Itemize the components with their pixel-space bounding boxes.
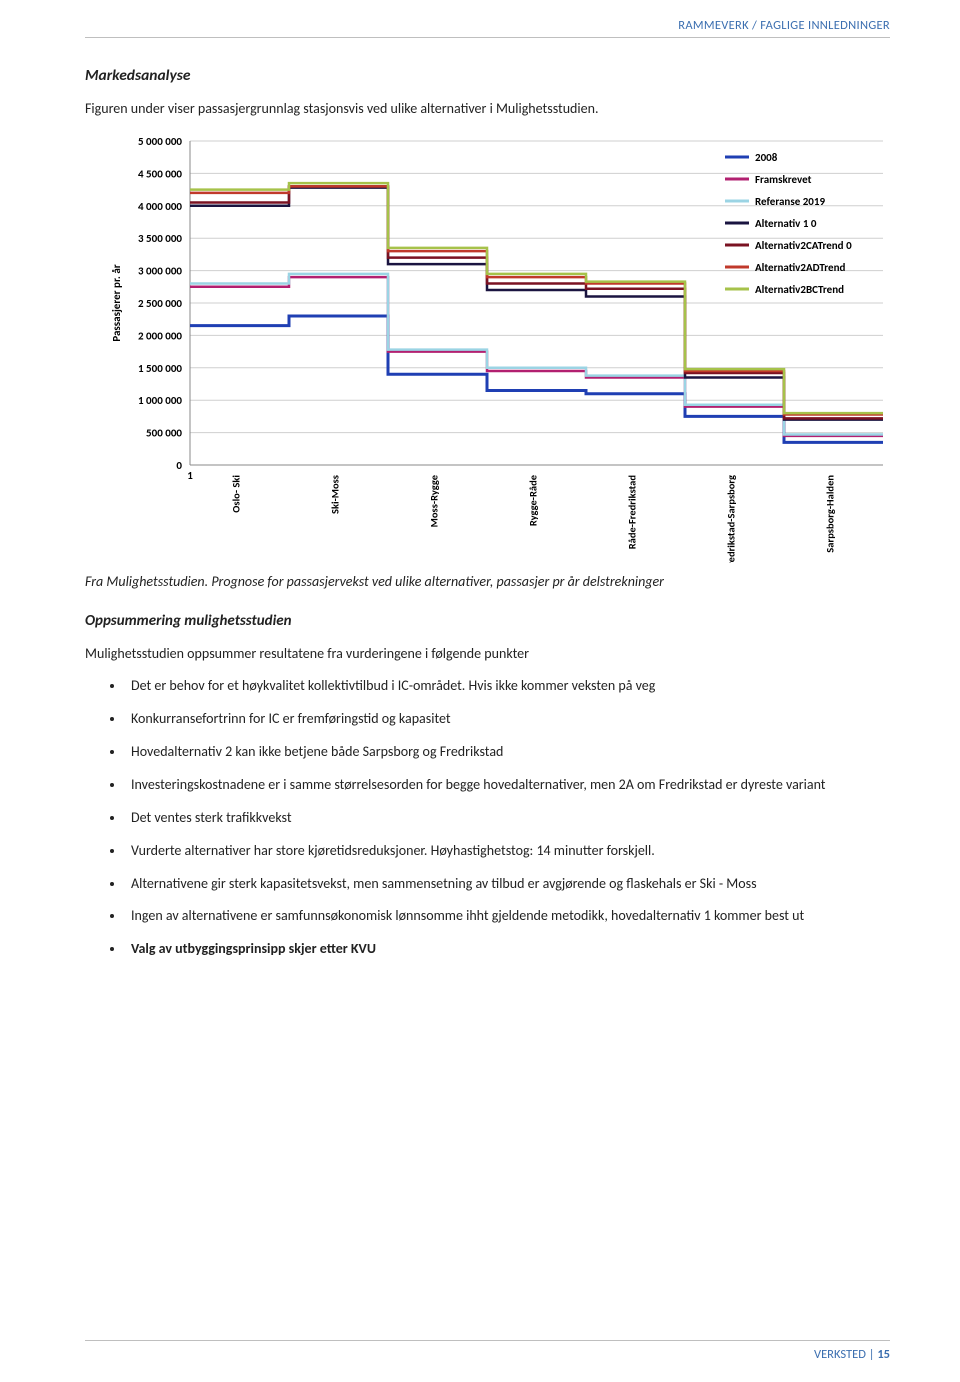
svg-text:1 000 000: 1 000 000 — [138, 394, 182, 407]
svg-text:Referanse 2019: Referanse 2019 — [755, 195, 825, 208]
list-item: Valg av utbyggingsprinsipp skjer etter K… — [125, 940, 890, 959]
passenger-chart-svg: 0 500 000 1 000 000 1 500 000 2 000 000 2 500… — [85, 133, 890, 563]
svg-text:Rygge-Råde: Rygge-Råde — [527, 475, 540, 526]
page-footer: VERKSTED | 15 — [85, 1340, 890, 1362]
svg-text:Ski-Moss: Ski-Moss — [329, 475, 342, 514]
intro-paragraph: Figuren under viser passasjergrunnlag st… — [85, 99, 890, 119]
running-header: RAMMEVERK / FAGLIGE INNLEDNINGER — [85, 18, 890, 38]
list-item: Hovedalternativ 2 kan ikke betjene både … — [125, 743, 890, 762]
svg-text:Framskrevet: Framskrevet — [755, 173, 812, 186]
svg-text:4 000 000: 4 000 000 — [138, 199, 182, 212]
list-item: Alternativene gir sterk kapasitetsvekst,… — [125, 875, 890, 894]
footer-sep: | — [866, 1347, 877, 1362]
svg-text:0: 0 — [176, 459, 182, 472]
svg-text:5 000 000: 5 000 000 — [138, 135, 182, 148]
footer-label: VERKSTED — [814, 1347, 866, 1362]
svg-text:1: 1 — [187, 469, 193, 482]
svg-text:Moss-Rygge: Moss-Rygge — [428, 475, 441, 527]
chart-caption: Fra Mulighetsstudien. Prognose for passa… — [85, 573, 890, 590]
svg-text:Oslo- Ski: Oslo- Ski — [230, 474, 243, 512]
svg-text:Råde-Fredrikstad: Råde-Fredrikstad — [626, 475, 639, 549]
svg-text:Alternativ2BCTrend: Alternativ2BCTrend — [755, 283, 844, 296]
svg-text:500 000: 500 000 — [146, 426, 182, 439]
list-item: Ingen av alternativene er samfunnsøkonom… — [125, 907, 890, 926]
bullet-list: Det er behov for et høykvalitet kollekti… — [85, 677, 890, 959]
list-item: Investeringskostnadene er i samme større… — [125, 776, 890, 795]
svg-text:4 500 000: 4 500 000 — [138, 167, 182, 180]
svg-text:2 500 000: 2 500 000 — [138, 297, 182, 310]
section-title: Markedsanalyse — [85, 66, 890, 85]
list-item: Vurderte alternativer har store kjøretid… — [125, 842, 890, 861]
svg-text:Fredrikstad-Sarpsborg: Fredrikstad-Sarpsborg — [725, 475, 738, 563]
svg-text:2008: 2008 — [755, 151, 778, 164]
subsection-title: Oppsummering mulighetsstudien — [85, 612, 890, 630]
list-item: Det er behov for et høykvalitet kollekti… — [125, 677, 890, 696]
svg-text:1 500 000: 1 500 000 — [138, 361, 182, 374]
svg-text:Passasjerer pr. år: Passasjerer pr. år — [110, 264, 123, 341]
svg-text:Alternativ2ADTrend: Alternativ2ADTrend — [755, 261, 845, 274]
subsection-intro: Mulighetsstudien oppsummer resultatene f… — [85, 644, 890, 664]
passenger-chart: 0 500 000 1 000 000 1 500 000 2 000 000 2 500… — [85, 133, 890, 563]
svg-text:Alternativ 1 0: Alternativ 1 0 — [755, 217, 817, 230]
svg-text:3 000 000: 3 000 000 — [138, 264, 182, 277]
svg-text:3 500 000: 3 500 000 — [138, 232, 182, 245]
svg-text:Alternativ2CATrend 0: Alternativ2CATrend 0 — [755, 239, 852, 252]
svg-text:Sarpsborg-Halden: Sarpsborg-Halden — [824, 474, 837, 552]
list-item: Det ventes sterk trafikkvekst — [125, 809, 890, 828]
svg-text:2 000 000: 2 000 000 — [138, 329, 182, 342]
list-item: Konkurransefortrinn for IC er fremføring… — [125, 710, 890, 729]
footer-page-number: 15 — [877, 1347, 890, 1362]
